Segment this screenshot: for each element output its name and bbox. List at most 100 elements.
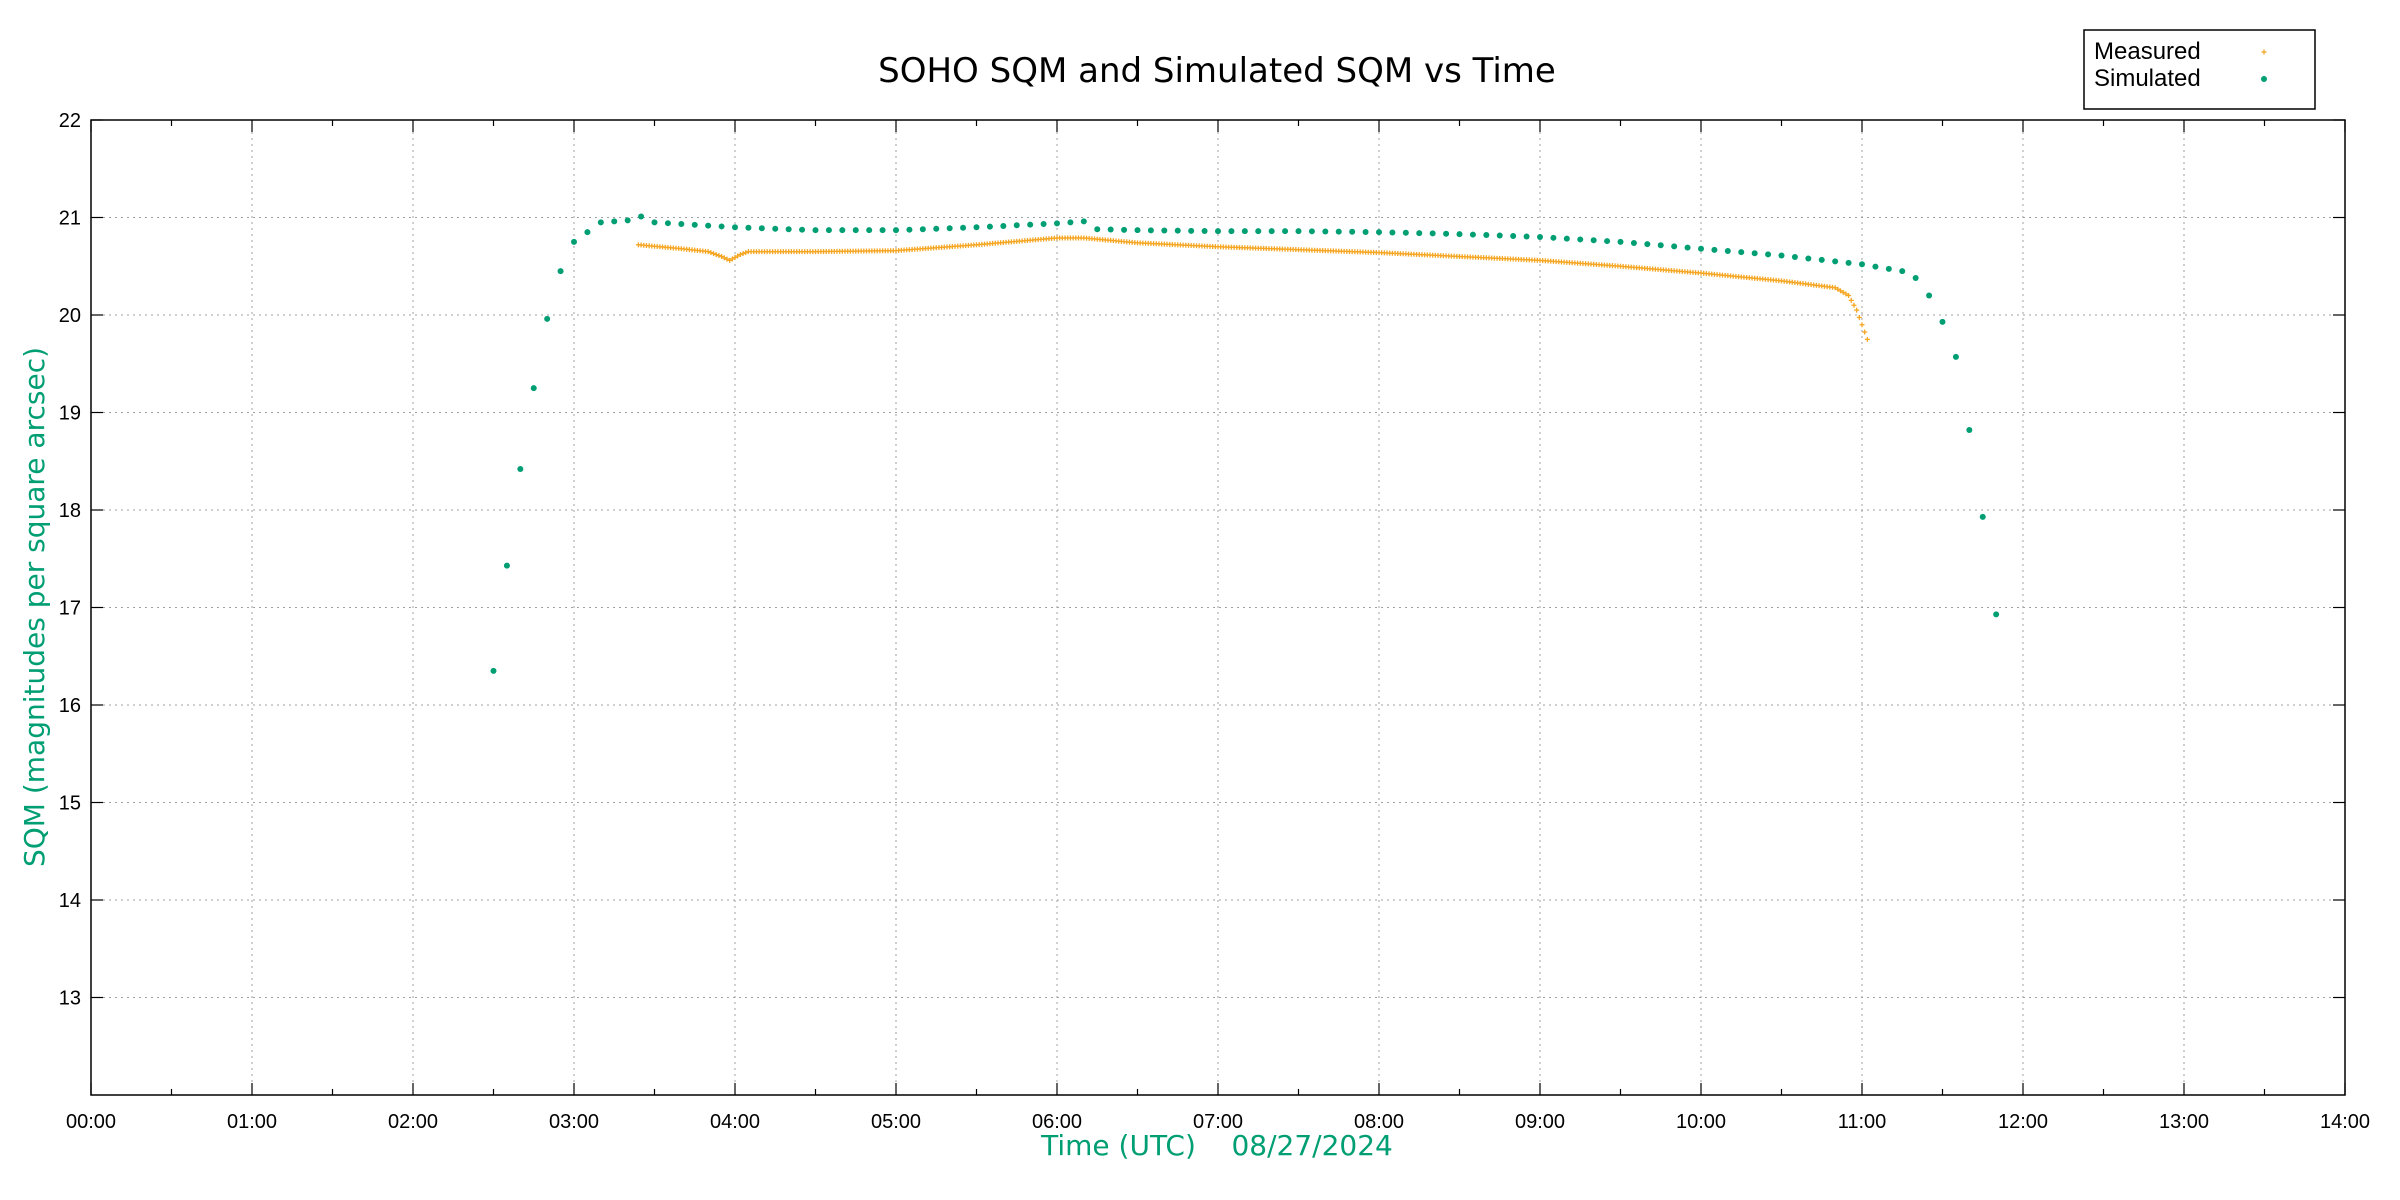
measured-point bbox=[1862, 329, 1868, 335]
series-measured bbox=[635, 235, 1870, 342]
simulated-point bbox=[825, 227, 832, 234]
simulated-point bbox=[611, 218, 618, 225]
simulated-point bbox=[1456, 231, 1463, 238]
simulated-point bbox=[691, 221, 698, 228]
measured-point bbox=[1846, 293, 1852, 298]
measured-point bbox=[1840, 289, 1846, 295]
simulated-point bbox=[1268, 228, 1275, 235]
simulated-point bbox=[799, 226, 806, 233]
simulated-point bbox=[1617, 238, 1624, 245]
simulated-point bbox=[705, 222, 712, 229]
simulated-point bbox=[1590, 237, 1597, 244]
x-tick-labels: 00:00 01:00 02:00 03:00 04:00 05:00 06:00 07:00… bbox=[66, 1111, 2370, 1133]
simulated-point bbox=[1080, 218, 1087, 225]
y-tick-label: 13 bbox=[59, 988, 81, 1010]
simulated-point bbox=[1308, 228, 1315, 235]
simulated-point bbox=[1845, 259, 1852, 266]
simulated-point bbox=[1711, 246, 1718, 253]
measured-point bbox=[729, 256, 735, 262]
simulated-point bbox=[597, 219, 604, 226]
simulated-point bbox=[1429, 230, 1436, 237]
simulated-point bbox=[1335, 228, 1342, 235]
simulated-point bbox=[530, 385, 537, 392]
simulated-point bbox=[812, 227, 819, 234]
simulated-point bbox=[973, 224, 980, 231]
measured-point bbox=[1859, 322, 1865, 328]
measured-point bbox=[1856, 314, 1862, 320]
plot-frame bbox=[90, 119, 2346, 1096]
simulated-point bbox=[946, 225, 953, 232]
measured-point bbox=[716, 253, 722, 259]
legend-marker-measured-shape bbox=[2261, 49, 2267, 55]
simulated-point bbox=[960, 224, 967, 231]
y-tick-label: 22 bbox=[59, 110, 81, 132]
simulated-point bbox=[1912, 274, 1919, 281]
simulated-point bbox=[839, 227, 846, 234]
x-tick-label: 05:00 bbox=[871, 1111, 921, 1133]
x-tick-label: 07:00 bbox=[1193, 1111, 1243, 1133]
simulated-point bbox=[1362, 228, 1369, 235]
simulated-point bbox=[1121, 226, 1128, 233]
y-tick-labels: 13 14 15 16 17 18 19 20 21 22 bbox=[59, 110, 81, 1010]
simulated-point bbox=[1349, 228, 1356, 235]
simulated-point bbox=[1295, 228, 1302, 235]
x-tick-label: 00:00 bbox=[66, 1111, 116, 1133]
simulated-point bbox=[1563, 235, 1570, 242]
x-tick-label: 03:00 bbox=[549, 1111, 599, 1133]
simulated-point bbox=[651, 219, 658, 226]
simulated-point bbox=[1778, 252, 1785, 259]
measured-point bbox=[1838, 288, 1844, 294]
simulated-point bbox=[1671, 243, 1678, 250]
measured-point bbox=[1854, 307, 1860, 313]
measured-point bbox=[721, 255, 727, 261]
simulated-point bbox=[1161, 227, 1168, 234]
simulated-point bbox=[1483, 232, 1490, 239]
simulated-point bbox=[1040, 221, 1047, 227]
measured-point bbox=[1835, 286, 1841, 292]
x-tick-label: 01:00 bbox=[227, 1111, 277, 1133]
simulated-point bbox=[1188, 227, 1195, 234]
legend-marker-simulated bbox=[2261, 76, 2267, 82]
simulated-point bbox=[1859, 261, 1865, 268]
simulated-point bbox=[1550, 234, 1557, 241]
simulated-point bbox=[1013, 222, 1020, 229]
simulated-point bbox=[1805, 255, 1812, 262]
y-tick-label: 15 bbox=[59, 793, 81, 815]
legend-box bbox=[2083, 29, 2316, 110]
y-tick-label: 16 bbox=[59, 695, 81, 717]
series-simulated bbox=[490, 213, 2000, 674]
measured-point bbox=[713, 252, 719, 258]
y-tick-label: 19 bbox=[59, 403, 81, 425]
simulated-point bbox=[919, 226, 926, 233]
measured-point bbox=[711, 251, 717, 257]
simulated-point bbox=[544, 315, 551, 322]
simulated-point bbox=[933, 225, 940, 232]
simulated-point bbox=[1577, 236, 1584, 243]
x-tick-label: 13:00 bbox=[2159, 1111, 2209, 1133]
simulated-point bbox=[1094, 226, 1101, 233]
simulated-point bbox=[1027, 221, 1034, 228]
simulated-point bbox=[758, 225, 765, 232]
simulated-point bbox=[772, 225, 779, 232]
simulated-point bbox=[1402, 229, 1409, 236]
simulated-point bbox=[1174, 227, 1181, 234]
simulated-point bbox=[1416, 230, 1423, 237]
simulated-point bbox=[1376, 229, 1382, 236]
simulated-point bbox=[745, 224, 752, 231]
measured-point bbox=[708, 250, 714, 256]
simulated-point bbox=[1899, 268, 1906, 275]
measured-point bbox=[1851, 302, 1857, 308]
simulated-point bbox=[678, 221, 685, 227]
measured-point bbox=[727, 257, 733, 263]
simulated-point bbox=[503, 562, 510, 569]
simulated-point bbox=[1791, 253, 1798, 260]
simulated-point bbox=[1282, 228, 1289, 235]
simulated-point bbox=[1523, 233, 1530, 240]
simulated-point bbox=[1698, 245, 1704, 252]
y-tick-label: 20 bbox=[59, 305, 81, 327]
simulated-point bbox=[866, 227, 873, 234]
measured-point bbox=[1864, 336, 1870, 342]
legend: Measured Simulated bbox=[2083, 29, 2316, 110]
simulated-point bbox=[906, 226, 913, 233]
simulated-point bbox=[1885, 265, 1892, 272]
